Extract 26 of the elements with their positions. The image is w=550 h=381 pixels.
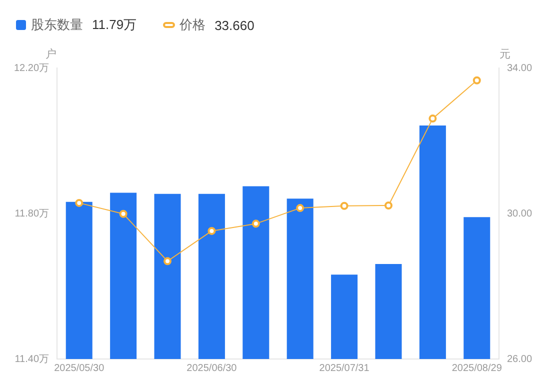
y2-axis-title: 元 — [499, 48, 510, 61]
point — [119, 210, 128, 218]
y2-tick-label: 34.00 — [506, 62, 532, 74]
point — [208, 226, 216, 235]
y2-tick-label: 30.00 — [506, 208, 532, 220]
point — [428, 114, 437, 123]
point — [472, 76, 481, 84]
y-tick-label: 12.20万 — [14, 62, 50, 74]
legend-label: 价格 — [180, 16, 206, 34]
point — [164, 257, 172, 266]
y-axis-title: 户 — [46, 48, 57, 61]
legend-label: 股东数量 — [31, 16, 83, 34]
y-tick-label: 11.40万 — [14, 354, 50, 365]
x-tick-label: 2025/07/31 — [319, 362, 370, 374]
point — [340, 202, 348, 210]
point — [75, 198, 84, 207]
point — [296, 204, 304, 212]
point — [252, 220, 260, 228]
x-tick-label: 2025/08/29 — [452, 362, 502, 374]
y2-tick-label: 26.00 — [506, 354, 532, 365]
x-tick-label: 2025/06/30 — [186, 362, 238, 374]
point — [384, 202, 392, 210]
y-tick-label: 11.80万 — [14, 208, 50, 220]
x-tick-label: 2025/05/30 — [54, 362, 105, 374]
text: 33.660 — [214, 18, 254, 32]
text: 11.79万 — [92, 16, 137, 34]
